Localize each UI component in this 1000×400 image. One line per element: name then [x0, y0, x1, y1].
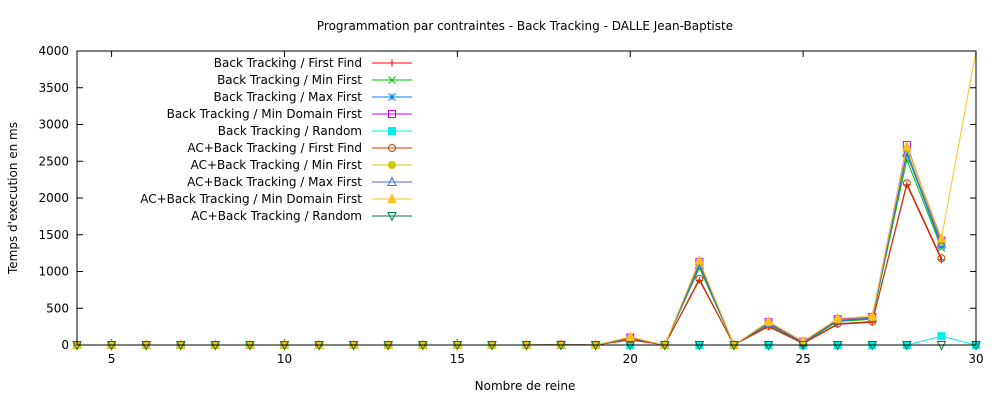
data-point: [763, 315, 774, 326]
legend-label: AC+Back Tracking / Min Domain First: [140, 192, 362, 206]
legend-label: Back Tracking / Random: [218, 124, 362, 138]
data-point: [867, 310, 878, 321]
legend-label: AC+Back Tracking / First Find: [187, 141, 362, 155]
data-point: [388, 76, 396, 84]
legend-label: AC+Back Tracking / Random: [191, 209, 362, 223]
x-tick-label: 30: [968, 352, 983, 366]
data-point: [937, 332, 946, 341]
legend-label: Back Tracking / Min Domain First: [167, 107, 363, 121]
data-point: [388, 127, 396, 135]
y-axis-label: Temps d'execution en ms: [6, 122, 20, 275]
y-tick-label: 4000: [38, 44, 69, 58]
y-tick-label: 3500: [38, 81, 69, 95]
data-point: [902, 140, 912, 151]
legend-label: Back Tracking / Min First: [217, 73, 362, 87]
data-point: [387, 212, 397, 222]
data-point: [387, 193, 397, 203]
chart-title: Programmation par contraintes - Back Tra…: [317, 19, 733, 33]
data-point: [388, 161, 396, 169]
data-point: [937, 254, 946, 263]
y-tick-label: 0: [61, 338, 69, 352]
x-tick-label: 25: [795, 352, 810, 366]
plot-frame: [76, 50, 977, 346]
legend-label: AC+Back Tracking / Max First: [187, 175, 362, 189]
data-point: [387, 176, 397, 186]
data-point: [832, 312, 843, 323]
data-point: [936, 232, 947, 243]
x-tick-label: 5: [108, 352, 116, 366]
x-tick-label: 15: [450, 352, 465, 366]
series-4: [73, 141, 946, 349]
axes: 0 500 1000 1500 2000 2500 3000 3500 4000 5 10 15 20 2…: [38, 44, 983, 366]
series-1: [73, 181, 945, 349]
y-tick-label: 2000: [38, 191, 69, 205]
legend-label: AC+Back Tracking / Min First: [191, 158, 363, 172]
data-point: [388, 93, 396, 101]
y-tick-label: 3000: [38, 118, 69, 132]
data-point: [388, 59, 396, 67]
y-tick-label: 1000: [38, 265, 69, 279]
data-point: [695, 274, 704, 283]
legend: Back Tracking / First Find Back Tracking …: [140, 56, 412, 223]
data-point: [625, 331, 636, 341]
data-point: [388, 144, 396, 152]
legend-label: Back Tracking / First Find: [214, 56, 362, 70]
x-tick-label: 10: [277, 352, 292, 366]
series-line: [77, 181, 942, 346]
x-tick-label: 20: [623, 352, 638, 366]
y-tick-label: 2500: [38, 154, 69, 168]
data-point: [936, 237, 947, 248]
y-tick-label: 1500: [38, 228, 69, 242]
data-point: [902, 179, 911, 188]
x-axis-label: Nombre de reine: [475, 379, 576, 393]
y-tick-label: 500: [46, 301, 69, 315]
data-point: [388, 110, 396, 118]
legend-label: Back Tracking / Max First: [214, 90, 363, 104]
data-point: [694, 254, 705, 265]
